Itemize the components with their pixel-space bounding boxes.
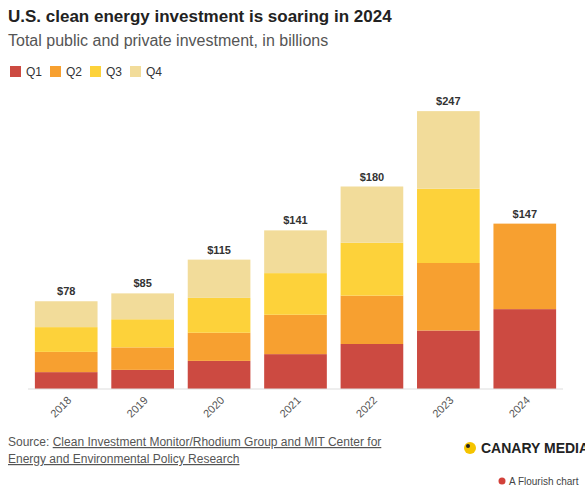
baseline bbox=[28, 389, 563, 390]
bar-segment bbox=[341, 344, 404, 389]
source-label: Source: bbox=[8, 435, 53, 449]
bar-segment bbox=[35, 327, 98, 352]
legend-label: Q3 bbox=[106, 65, 122, 79]
x-tick-label: 2019 bbox=[124, 394, 150, 420]
bar-segment bbox=[188, 361, 251, 389]
bar-segment bbox=[111, 319, 174, 347]
x-tick-label: 2018 bbox=[48, 394, 74, 420]
bar-segment bbox=[493, 224, 556, 310]
bar-segment bbox=[341, 296, 404, 344]
legend-label: Q4 bbox=[146, 65, 162, 79]
bar-segment bbox=[264, 315, 327, 354]
x-tick-label: 2024 bbox=[506, 394, 532, 420]
total-label: $147 bbox=[513, 208, 537, 220]
x-axis: 2018 2019 2020 2021 2022 2023 2024 bbox=[48, 394, 532, 420]
source: Source: Clean Investment Monitor/Rhodium… bbox=[8, 435, 381, 466]
total-label: $85 bbox=[133, 277, 151, 289]
footer: A Flourish chart bbox=[509, 476, 579, 487]
chart: U.S. clean energy investment is soaring … bbox=[0, 0, 585, 500]
bar-segment bbox=[188, 260, 251, 298]
legend-swatch bbox=[130, 66, 141, 77]
logo-eye bbox=[466, 444, 470, 448]
legend-swatch bbox=[10, 66, 21, 77]
bar-segment bbox=[264, 354, 327, 389]
x-tick-label: 2021 bbox=[277, 394, 303, 420]
bar-segment bbox=[35, 352, 98, 372]
bar-segment bbox=[417, 111, 480, 189]
legend-label: Q1 bbox=[26, 65, 42, 79]
bar-segment bbox=[188, 333, 251, 361]
bar-segment bbox=[341, 243, 404, 296]
bar-segment bbox=[111, 370, 174, 389]
x-tick-label: 2023 bbox=[430, 394, 456, 420]
total-label: $141 bbox=[283, 214, 307, 226]
total-label: $247 bbox=[436, 95, 460, 107]
total-label: $78 bbox=[57, 285, 75, 297]
bar-segment bbox=[493, 309, 556, 389]
legend-swatch bbox=[90, 66, 101, 77]
source-text[interactable]: Energy and Environmental Policy Research bbox=[8, 452, 239, 466]
bar-segment bbox=[341, 187, 404, 243]
legend-swatch bbox=[50, 66, 61, 77]
total-label: $180 bbox=[360, 171, 384, 183]
bar-segment bbox=[417, 331, 480, 390]
legend-label: Q2 bbox=[66, 65, 82, 79]
legend: Q1 Q2 Q3 Q4 bbox=[10, 65, 162, 79]
subtitle: Total public and private investment, in … bbox=[8, 32, 328, 49]
footer-dot bbox=[499, 478, 506, 485]
bars bbox=[35, 111, 556, 389]
x-tick-label: 2022 bbox=[354, 394, 380, 420]
x-tick-label: 2020 bbox=[201, 394, 227, 420]
bar-segment bbox=[264, 273, 327, 315]
bar-segment bbox=[111, 293, 174, 319]
credit: CANARY MEDIA bbox=[481, 440, 585, 456]
logo-dot bbox=[464, 442, 476, 454]
source-text[interactable]: Clean Investment Monitor/Rhodium Group a… bbox=[53, 435, 382, 449]
bar-segment bbox=[188, 298, 251, 333]
total-label: $115 bbox=[207, 244, 231, 256]
bar-segment bbox=[35, 372, 98, 389]
bar-segment bbox=[35, 301, 98, 327]
total-labels: $78 $85 $115 $141 $180 $247 $147 bbox=[57, 95, 537, 297]
bar-segment bbox=[417, 263, 480, 331]
bar-segment bbox=[417, 189, 480, 263]
title: U.S. clean energy investment is soaring … bbox=[8, 7, 392, 26]
bar-segment bbox=[111, 347, 174, 370]
bar-segment bbox=[264, 230, 327, 273]
